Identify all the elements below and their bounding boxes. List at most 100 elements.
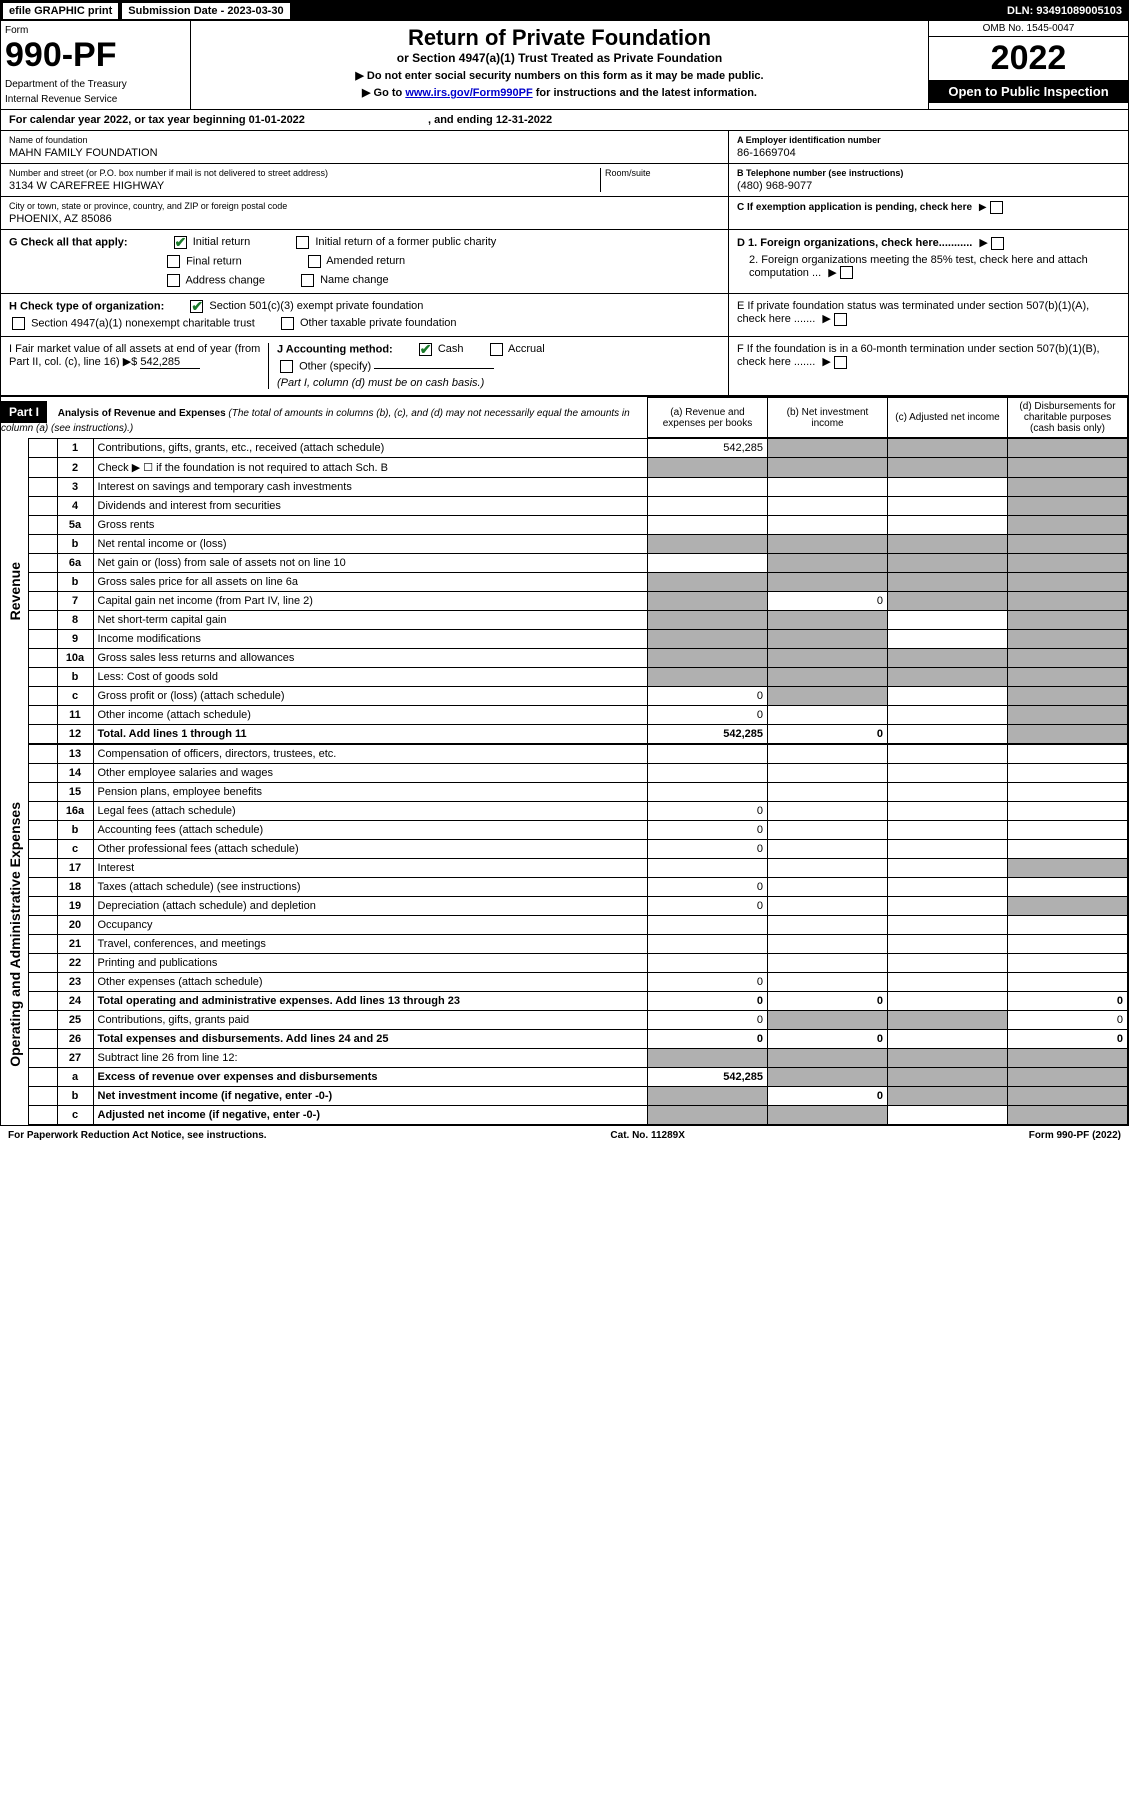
shaded-cell — [1008, 1049, 1128, 1068]
shaded-cell — [768, 573, 888, 592]
shaded-cell — [1008, 649, 1128, 668]
value-cell: 0 — [648, 897, 768, 916]
final-return-checkbox[interactable] — [167, 255, 180, 268]
line-desc: Occupancy — [93, 916, 648, 935]
value-cell — [768, 954, 888, 973]
value-cell — [888, 935, 1008, 954]
value-cell — [768, 973, 888, 992]
line-desc: Pension plans, employee benefits — [93, 783, 648, 802]
value-cell — [768, 745, 888, 764]
table-row: bGross sales price for all assets on lin… — [29, 573, 1128, 592]
line-num: 24 — [57, 992, 93, 1011]
c-cell: C If exemption application is pending, c… — [729, 197, 1128, 229]
shaded-cell — [768, 649, 888, 668]
line-num: 9 — [57, 630, 93, 649]
line-num: 26 — [57, 1030, 93, 1049]
revenue-side: Revenue — [1, 438, 29, 744]
line-desc: Adjusted net income (if negative, enter … — [93, 1106, 648, 1125]
value-cell: 0 — [648, 992, 768, 1011]
line-desc: Contributions, gifts, grants, etc., rece… — [93, 439, 648, 458]
line-desc: Compensation of officers, directors, tru… — [93, 745, 648, 764]
table-row: 12Total. Add lines 1 through 11542,2850 — [29, 725, 1128, 744]
irs: Internal Revenue Service — [5, 94, 186, 105]
line-num: 16a — [57, 802, 93, 821]
line-num: 12 — [57, 725, 93, 744]
line-desc: Capital gain net income (from Part IV, l… — [93, 592, 648, 611]
revenue-table: 1Contributions, gifts, grants, etc., rec… — [29, 438, 1128, 744]
shaded-cell — [1008, 458, 1128, 478]
line-num: b — [57, 1087, 93, 1106]
shaded-cell — [1008, 554, 1128, 573]
line-desc: Dividends and interest from securities — [93, 497, 648, 516]
shaded-cell — [888, 1087, 1008, 1106]
efile-label: efile GRAPHIC print — [3, 3, 118, 19]
line-desc: Gross rents — [93, 516, 648, 535]
footer-left: For Paperwork Reduction Act Notice, see … — [8, 1130, 267, 1141]
dln: DLN: 93491089005103 — [1007, 5, 1126, 17]
omb: OMB No. 1545-0047 — [929, 21, 1128, 37]
address-change-checkbox[interactable] — [167, 274, 180, 287]
d2-checkbox[interactable] — [840, 266, 853, 279]
ein-cell: A Employer identification number 86-1669… — [729, 131, 1128, 164]
e-checkbox[interactable] — [834, 313, 847, 326]
value-cell — [888, 840, 1008, 859]
irs-link[interactable]: www.irs.gov/Form990PF — [405, 87, 532, 99]
shaded-cell — [888, 1049, 1008, 1068]
shaded-cell — [1008, 439, 1128, 458]
value-cell — [648, 764, 768, 783]
value-cell: 0 — [1008, 1011, 1128, 1030]
cash-checkbox[interactable] — [419, 343, 432, 356]
line-desc: Net investment income (if negative, ente… — [93, 1087, 648, 1106]
value-cell — [888, 611, 1008, 630]
other-method-checkbox[interactable] — [280, 360, 293, 373]
accrual-checkbox[interactable] — [490, 343, 503, 356]
line-desc: Total operating and administrative expen… — [93, 992, 648, 1011]
shaded-cell — [768, 535, 888, 554]
table-row: bAccounting fees (attach schedule)0 — [29, 821, 1128, 840]
line-num: 2 — [57, 458, 93, 478]
form-title: Return of Private Foundation — [199, 25, 920, 51]
value-cell — [888, 706, 1008, 725]
shaded-cell — [888, 668, 1008, 687]
h-block: H Check type of organization: Section 50… — [1, 294, 728, 336]
value-cell: 0 — [648, 973, 768, 992]
initial-return-checkbox[interactable] — [174, 236, 187, 249]
value-cell — [768, 840, 888, 859]
shaded-cell — [1008, 611, 1128, 630]
table-row: 15Pension plans, employee benefits — [29, 783, 1128, 802]
shaded-cell — [1008, 897, 1128, 916]
value-cell — [648, 916, 768, 935]
header-center: Return of Private Foundation or Section … — [191, 21, 928, 109]
f-block: F If the foundation is in a 60-month ter… — [728, 337, 1128, 395]
amended-checkbox[interactable] — [308, 255, 321, 268]
line-desc: Gross sales less returns and allowances — [93, 649, 648, 668]
shaded-cell — [1008, 706, 1128, 725]
line-desc: Less: Cost of goods sold — [93, 668, 648, 687]
line-desc: Accounting fees (attach schedule) — [93, 821, 648, 840]
value-cell — [888, 859, 1008, 878]
instr2: ▶ Go to www.irs.gov/Form990PF for instru… — [199, 86, 920, 99]
value-cell — [1008, 954, 1128, 973]
value-cell: 0 — [1008, 992, 1128, 1011]
value-cell — [888, 897, 1008, 916]
line-desc: Total expenses and disbursements. Add li… — [93, 1030, 648, 1049]
line-num: 5a — [57, 516, 93, 535]
value-cell — [888, 725, 1008, 744]
d1-checkbox[interactable] — [991, 237, 1004, 250]
other-taxable-checkbox[interactable] — [281, 317, 294, 330]
f-checkbox[interactable] — [834, 356, 847, 369]
table-row: 27Subtract line 26 from line 12: — [29, 1049, 1128, 1068]
expenses-side: Operating and Administrative Expenses — [1, 744, 29, 1125]
line-desc: Other professional fees (attach schedule… — [93, 840, 648, 859]
col-c-header: (c) Adjusted net income — [888, 398, 1008, 438]
table-row: 1Contributions, gifts, grants, etc., rec… — [29, 439, 1128, 458]
value-cell — [1008, 764, 1128, 783]
name-change-checkbox[interactable] — [301, 274, 314, 287]
initial-former-checkbox[interactable] — [296, 236, 309, 249]
c-checkbox[interactable] — [990, 201, 1003, 214]
501c3-checkbox[interactable] — [190, 300, 203, 313]
col-d-header: (d) Disbursements for charitable purpose… — [1008, 398, 1128, 438]
4947-checkbox[interactable] — [12, 317, 25, 330]
value-cell — [648, 935, 768, 954]
check-section-ij: I Fair market value of all assets at end… — [1, 337, 1128, 397]
